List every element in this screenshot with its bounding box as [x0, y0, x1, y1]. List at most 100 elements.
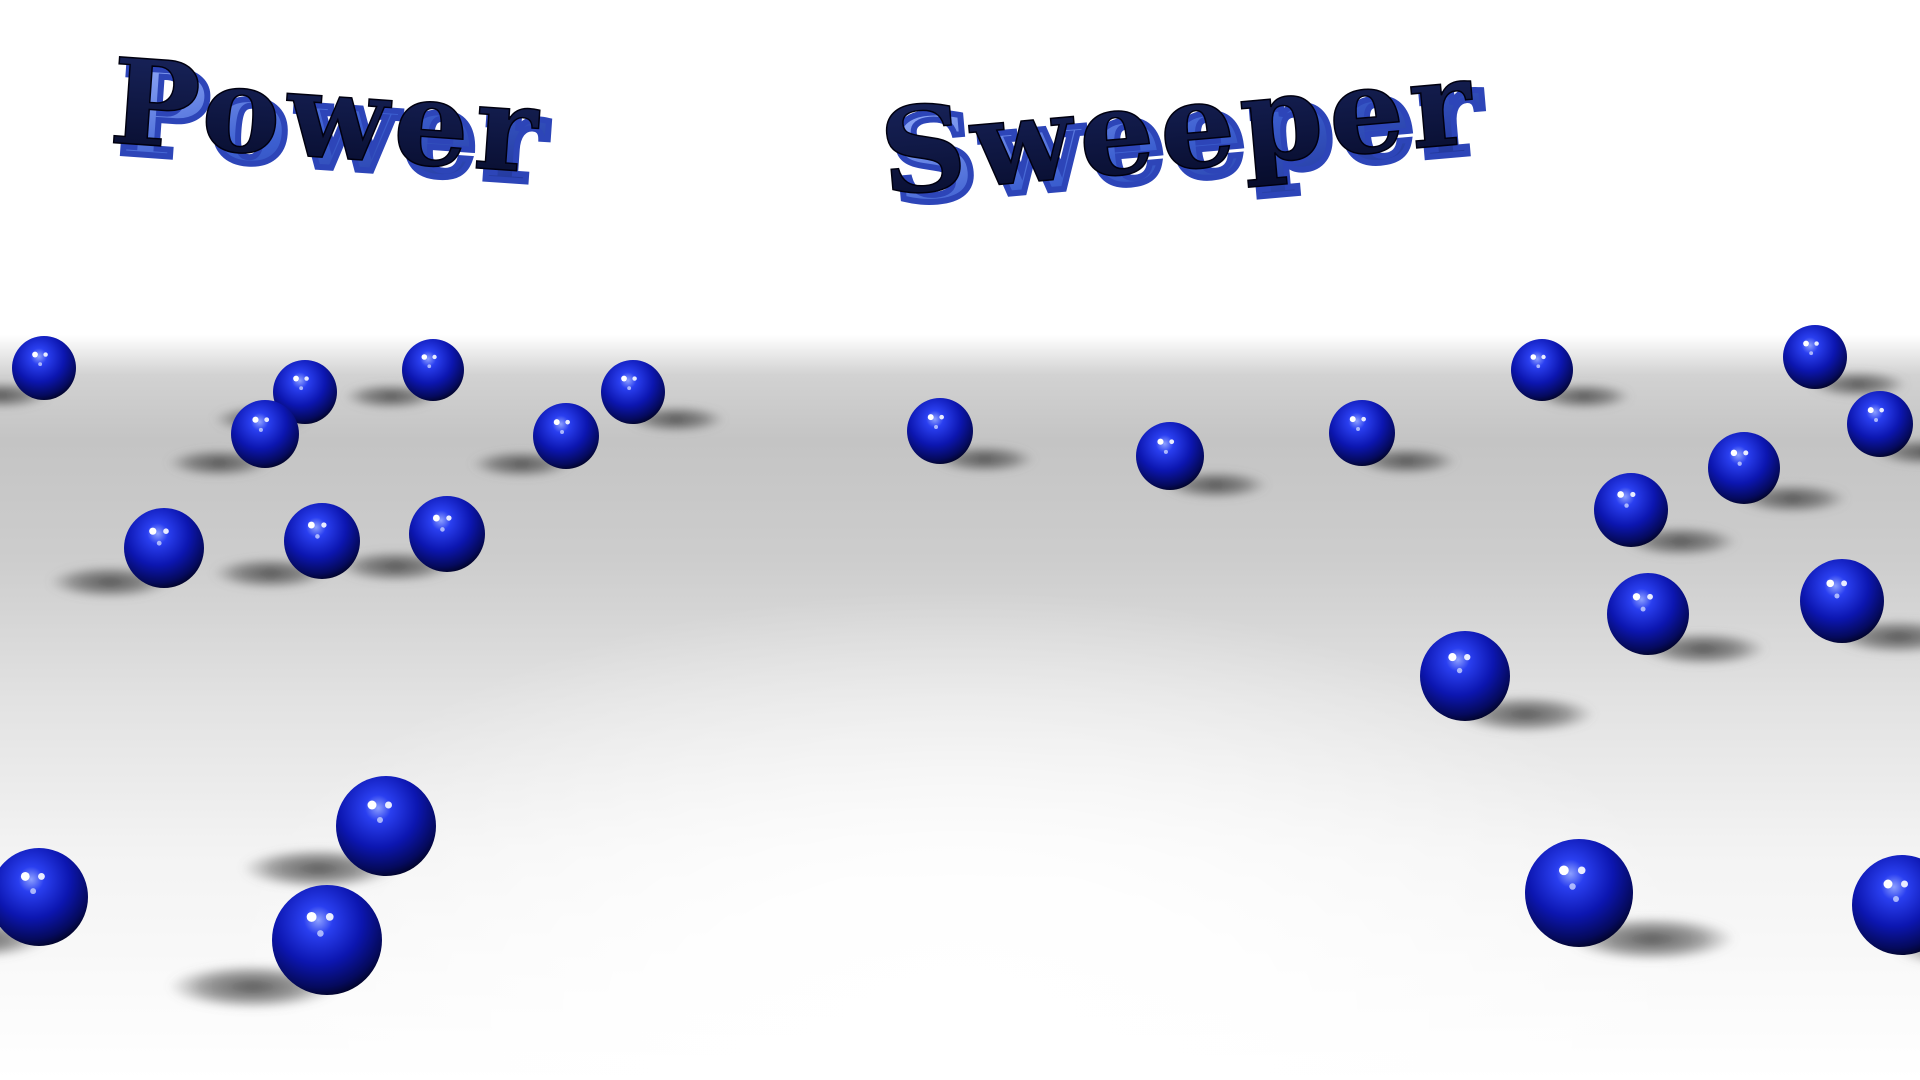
ball-highlight [1809, 351, 1814, 356]
ball-body [1420, 631, 1510, 721]
ball-highlight [1157, 438, 1164, 445]
blue-ball [1594, 473, 1668, 547]
ball-highlight [38, 872, 45, 880]
ball-highlight [1630, 491, 1636, 498]
ball-body [533, 403, 599, 469]
ball-highlight [446, 515, 452, 521]
blue-ball [601, 360, 665, 424]
blue-ball [1136, 422, 1204, 490]
ball-highlight [621, 375, 627, 382]
ball-highlight [427, 364, 432, 369]
ball-highlight [258, 427, 263, 432]
ball-highlight [1814, 341, 1819, 346]
ball-highlight [43, 352, 48, 357]
ball-highlight [1169, 439, 1175, 445]
ball-highlight [1879, 407, 1884, 413]
ball-body [1800, 559, 1884, 643]
ball-highlight [1163, 449, 1168, 454]
ball-highlight [315, 534, 320, 539]
ball-body [1783, 325, 1847, 389]
ball-body [1525, 839, 1633, 947]
ball-highlight [1624, 503, 1629, 508]
ball-highlight [421, 354, 428, 360]
ball-body [907, 398, 973, 464]
ball-highlight [1356, 427, 1361, 432]
ball-body [1708, 432, 1780, 504]
ball-highlight [1448, 653, 1457, 662]
ball-highlight [293, 375, 299, 382]
ball-highlight [1632, 593, 1641, 601]
ball-highlight [38, 362, 43, 367]
ball-highlight [306, 911, 317, 922]
ball-highlight [1743, 450, 1749, 456]
blue-ball [272, 885, 382, 995]
blue-ball [1847, 391, 1913, 457]
ball-highlight [927, 414, 934, 421]
ball-highlight [1541, 354, 1546, 360]
ball-body [124, 508, 204, 588]
ball-highlight [321, 522, 327, 528]
ball-highlight [627, 386, 632, 391]
ball-highlight [553, 419, 560, 426]
blue-ball [1525, 839, 1633, 947]
blue-ball [1329, 400, 1395, 466]
ball-highlight [149, 527, 157, 535]
ball-highlight [1559, 865, 1569, 876]
ball-highlight [1803, 340, 1809, 347]
blue-ball [907, 398, 973, 464]
ball-highlight [299, 386, 304, 391]
ball-highlight [163, 528, 169, 534]
ball-highlight [1867, 407, 1874, 414]
ball-highlight [1730, 449, 1738, 457]
ball-highlight [264, 417, 270, 423]
ball-highlight [1841, 580, 1848, 587]
ball-body [0, 848, 88, 946]
blue-ball [1511, 339, 1573, 401]
ball-highlight [1577, 866, 1586, 875]
ball-highlight [432, 514, 440, 522]
ball-highlight [560, 430, 565, 435]
ball-highlight [252, 416, 259, 423]
blue-ball [124, 508, 204, 588]
ball-highlight [432, 354, 437, 360]
blue-ball [402, 339, 464, 401]
ball-body [1329, 400, 1395, 466]
ball-highlight [1530, 354, 1537, 360]
ball-highlight [385, 801, 392, 809]
ball-highlight [1361, 416, 1366, 422]
ball-highlight [30, 888, 37, 895]
blue-ball [0, 848, 88, 946]
ball-body [1852, 855, 1920, 955]
ball-highlight [1536, 364, 1541, 369]
ball-body [272, 885, 382, 995]
ball-highlight [317, 930, 324, 937]
ball-body [409, 496, 485, 572]
ball-body [1847, 391, 1913, 457]
ball-highlight [32, 351, 38, 358]
ball-highlight [934, 425, 939, 430]
title-word-1-extrusion: Power [116, 42, 558, 208]
ball-body [1607, 573, 1689, 655]
ball-highlight [1464, 653, 1471, 661]
ball-body [601, 360, 665, 424]
ball-highlight [156, 540, 162, 546]
balls [0, 325, 1920, 995]
blue-ball [12, 336, 76, 400]
ball-highlight [939, 414, 944, 420]
blue-ball [409, 496, 485, 572]
ball-highlight [1901, 880, 1908, 888]
blue-ball [1783, 325, 1847, 389]
ball-highlight [565, 419, 570, 425]
ball-body [1136, 422, 1204, 490]
blue-ball [284, 503, 360, 579]
ball-highlight [325, 913, 334, 921]
title-word-2-extrusion: Sweeper [885, 41, 1494, 208]
ball-highlight [307, 521, 315, 529]
ball-highlight [1640, 606, 1646, 612]
blue-ball [1800, 559, 1884, 643]
ball-highlight [440, 527, 445, 532]
ball-highlight [1349, 416, 1356, 423]
